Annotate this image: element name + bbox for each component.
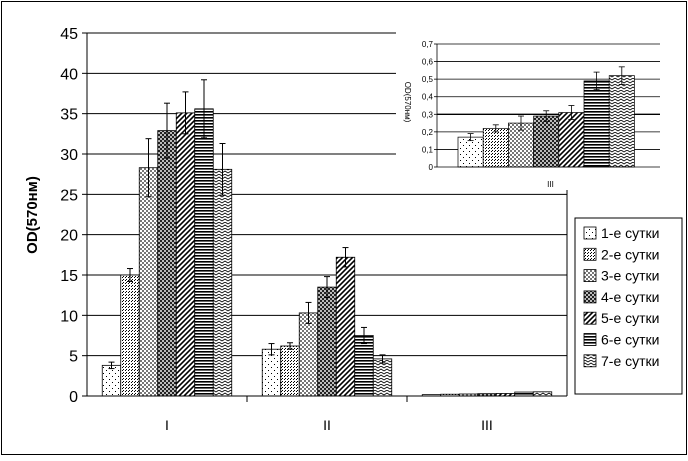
- bar: [175, 112, 196, 397]
- inset-ticks: 0 0,1 0,2 0,3 0,4 0,5 0,6 0,7 III: [422, 40, 554, 189]
- legend: 1-е сутки 2-е сутки 3-е сутки 4-е сутки 5-е …: [574, 217, 683, 395]
- legend-swatch: [583, 269, 597, 283]
- y-tick-label: 45: [60, 26, 78, 43]
- legend-swatch: [583, 226, 597, 240]
- inset-bar: [482, 127, 509, 168]
- y-tick-label: 25: [60, 187, 78, 204]
- bar: [354, 335, 374, 397]
- y-tick-label: 15: [60, 268, 78, 285]
- inset-bar: [457, 136, 484, 168]
- inset-y-tick-label: 0,6: [422, 58, 434, 67]
- inset-bars: [457, 66, 635, 168]
- bar: [194, 108, 214, 397]
- bar: [280, 345, 300, 397]
- bar: [101, 364, 122, 397]
- inset-x-tick-label: III: [547, 180, 554, 189]
- y-tick-label: 10: [60, 308, 78, 325]
- legend-swatch: [583, 333, 597, 346]
- inset-axes: [436, 44, 660, 168]
- legend-swatch: [583, 247, 597, 261]
- inset-y-tick-label: 0,3: [422, 110, 434, 119]
- inset-y-axis-label: OD(570нм): [403, 82, 412, 123]
- x-tick-label: I: [165, 417, 169, 433]
- inset-y-tick-label: 0,7: [422, 40, 434, 49]
- legend-label: 7-е сутки: [601, 353, 659, 369]
- bar: [514, 391, 534, 397]
- y-tick-label: 0: [69, 389, 78, 406]
- main-axes: [86, 33, 568, 397]
- inset-y-tick-label: 0: [429, 163, 434, 172]
- inset-bar: [608, 75, 635, 168]
- inset-bar: [558, 112, 585, 168]
- bar: [335, 256, 356, 397]
- bar: [532, 391, 553, 397]
- x-tick-label: III: [481, 417, 493, 433]
- inset-y-tick-label: 0,2: [422, 128, 434, 137]
- legend-label: 4-е сутки: [601, 289, 659, 305]
- y-tick-label: 35: [60, 107, 78, 124]
- legend-label: 2-е сутки: [601, 246, 659, 262]
- y-tick-label: 40: [60, 66, 78, 83]
- legend-label: 3-е сутки: [601, 268, 659, 284]
- inset-y-tick-label: 0,5: [422, 75, 434, 84]
- inset-bar: [533, 115, 560, 168]
- legend-label: 5-е сутки: [601, 310, 659, 326]
- bar: [138, 167, 159, 397]
- bar: [120, 274, 140, 397]
- legend-swatch: [583, 290, 597, 304]
- bar: [212, 168, 233, 397]
- bar: [298, 312, 319, 397]
- legend-label: 1-е сутки: [601, 225, 659, 241]
- inset-chart: 0 0,1 0,2 0,3 0,4 0,5 0,6 0,7 III OD(570нм): [396, 30, 668, 190]
- inset-y-tick-label: 0,4: [422, 93, 434, 102]
- y-tick-label: 20: [60, 228, 78, 245]
- legend-swatch: [583, 354, 597, 368]
- x-tick-label: II: [323, 417, 331, 433]
- legend-swatch: [583, 311, 597, 325]
- bar: [157, 130, 177, 397]
- bar: [372, 358, 393, 397]
- inset-y-tick-label: 0,1: [422, 145, 434, 154]
- bar: [261, 348, 282, 397]
- bar: [317, 286, 337, 397]
- legend-label: 6-е сутки: [601, 332, 659, 348]
- y-axis-label: OD(570нм): [24, 176, 41, 254]
- y-tick-label: 30: [60, 147, 78, 164]
- main-bars: [101, 79, 553, 397]
- y-tick-label: 5: [69, 349, 78, 366]
- inset-bar: [583, 80, 610, 168]
